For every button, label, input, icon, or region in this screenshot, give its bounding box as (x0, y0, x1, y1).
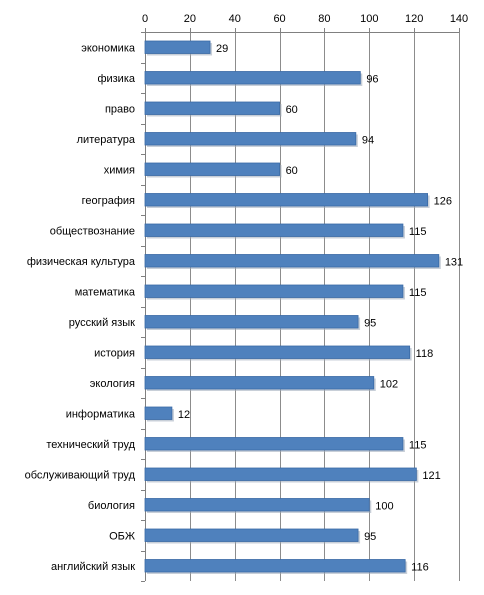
category-label: биология (88, 500, 135, 512)
bars (144, 40, 441, 574)
data-label: 102 (380, 378, 398, 390)
data-label: 116 (411, 561, 429, 573)
data-label: 115 (409, 226, 427, 238)
x-tick-label: 80 (318, 13, 330, 25)
bar (144, 528, 359, 542)
category-label: информатика (66, 408, 136, 420)
data-label: 95 (364, 317, 376, 329)
x-tick-label: 0 (142, 13, 148, 25)
x-tick-label: 40 (229, 13, 241, 25)
category-label: математика (75, 286, 136, 298)
data-label: 121 (422, 470, 440, 482)
data-label: 60 (286, 165, 298, 177)
bar (144, 498, 370, 512)
bar (144, 406, 173, 420)
bar (144, 193, 429, 207)
bar (144, 132, 357, 146)
bar (144, 71, 361, 85)
category-label: экономика (81, 42, 136, 54)
bar (144, 467, 417, 481)
category-label: право (105, 103, 135, 115)
data-label: 96 (366, 73, 378, 85)
data-label: 118 (416, 348, 434, 360)
category-label: физическая культура (27, 256, 136, 268)
category-label: физика (97, 73, 135, 85)
bar (144, 345, 411, 359)
x-tick-label: 120 (405, 13, 423, 25)
category-label: география (82, 195, 135, 207)
bar (144, 315, 359, 329)
x-axis-ticks: 0 20 40 60 80 100 120 140 (142, 13, 468, 33)
data-label: 126 (434, 195, 452, 207)
data-label: 94 (362, 134, 374, 146)
category-label: литература (77, 134, 136, 146)
category-label: обслуживающий труд (25, 469, 136, 481)
data-label: 60 (286, 104, 298, 116)
x-tick-label: 20 (184, 13, 196, 25)
bar (144, 162, 280, 176)
data-label: 95 (364, 531, 376, 543)
bar (144, 437, 404, 451)
x-tick-label: 60 (273, 13, 285, 25)
bar (144, 376, 375, 390)
category-label: английский язык (51, 561, 135, 573)
bar (144, 559, 406, 573)
data-label: 115 (409, 287, 427, 299)
category-label: экология (90, 378, 135, 390)
x-tick-label: 140 (450, 13, 468, 25)
bar (144, 223, 404, 237)
data-label: 115 (409, 439, 427, 451)
category-label: технический труд (46, 439, 135, 451)
data-label: 100 (375, 500, 393, 512)
category-label: русский язык (69, 317, 135, 329)
gridlines (145, 32, 460, 581)
bar (144, 101, 280, 115)
data-labels: 29 96 60 94 60 126 115 131 115 95 118 102 12 115 121 10… (178, 43, 463, 574)
category-label: химия (104, 164, 135, 176)
data-label: 131 (445, 256, 463, 268)
bar (144, 284, 404, 298)
category-label: ОБЖ (109, 530, 135, 542)
category-label: история (94, 347, 135, 359)
data-label: 29 (216, 43, 228, 55)
bar (144, 40, 211, 54)
data-label: 12 (178, 409, 190, 421)
x-tick-label: 100 (360, 13, 378, 25)
bar (144, 254, 440, 268)
category-label: обществознание (50, 225, 135, 237)
category-labels: экономика физика право литература химия геогр… (25, 32, 145, 582)
